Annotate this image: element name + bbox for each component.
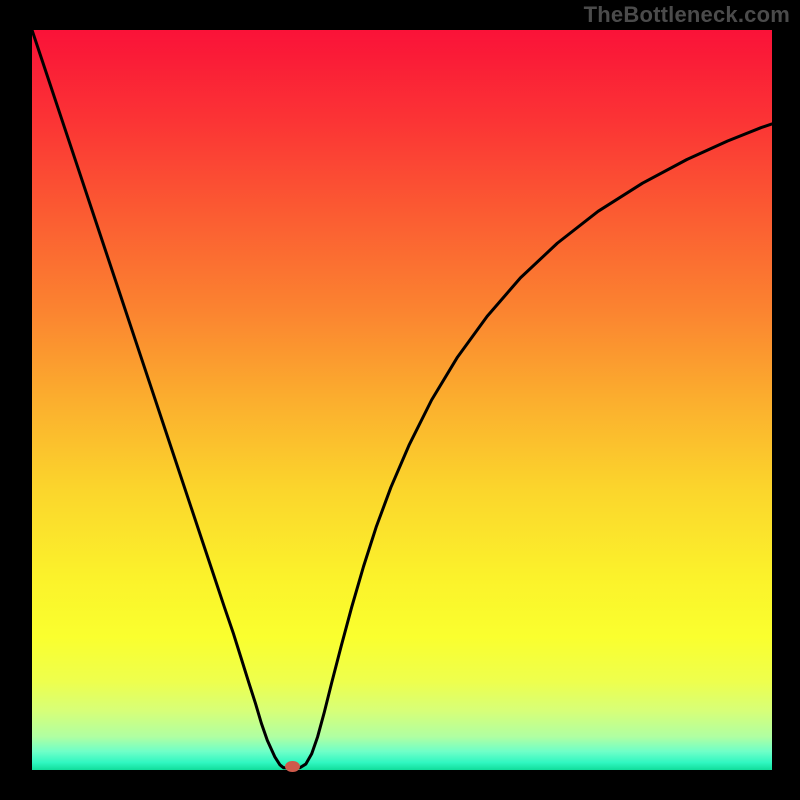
watermark-text: TheBottleneck.com	[584, 2, 790, 28]
plot-svg	[32, 30, 772, 770]
bottleneck-curve	[32, 30, 772, 768]
chart-canvas: TheBottleneck.com	[0, 0, 800, 800]
optimum-marker	[285, 761, 300, 772]
